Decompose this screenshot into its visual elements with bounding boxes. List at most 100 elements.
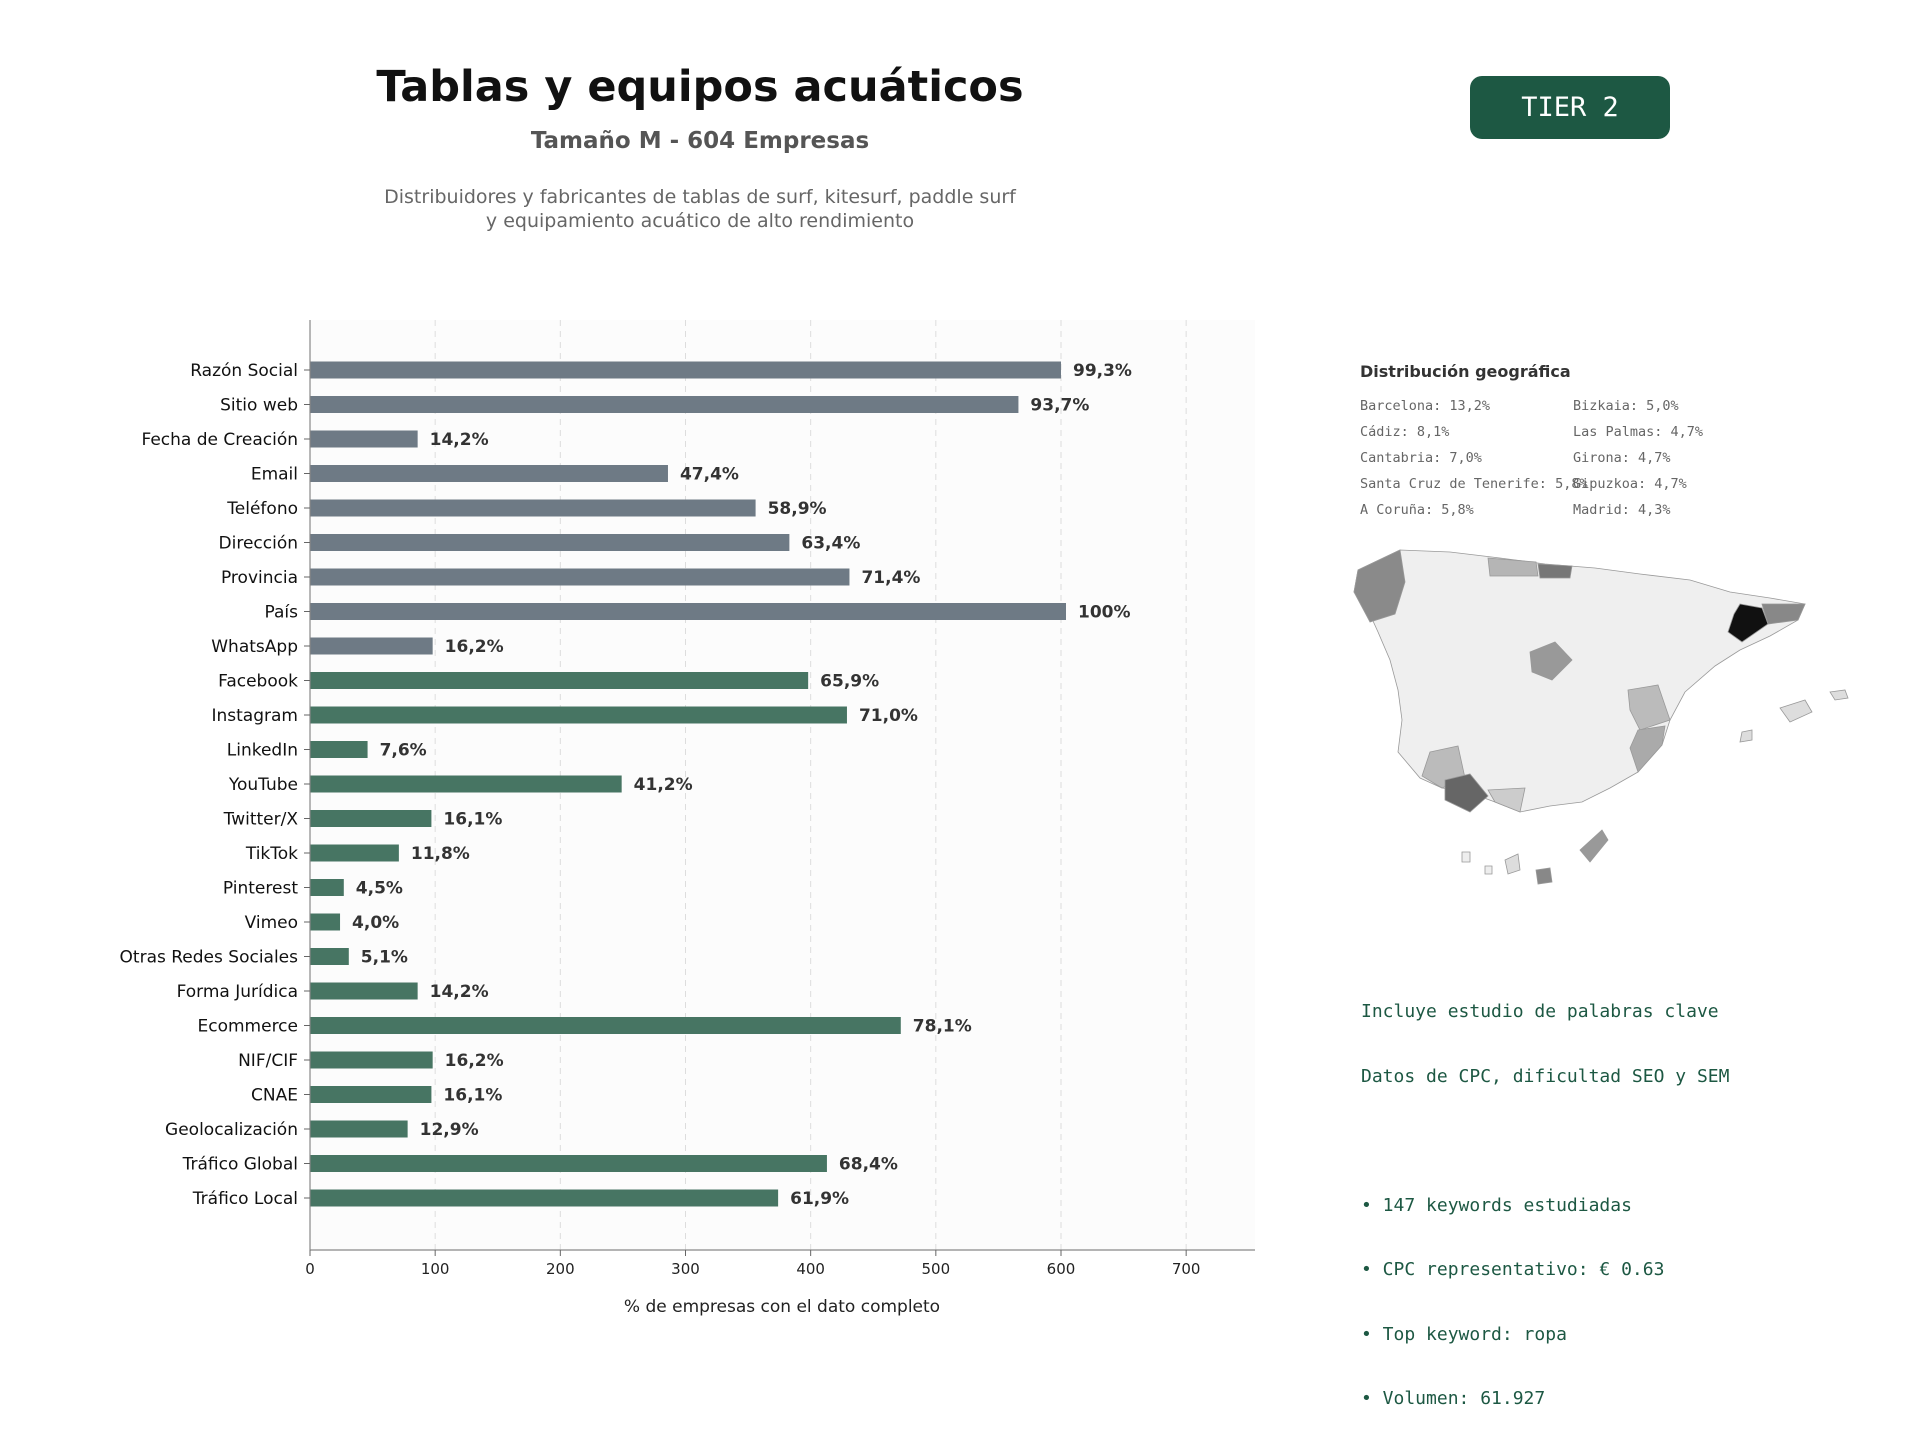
- y-tick-label: TikTok: [245, 844, 298, 864]
- keywords-line-1: Incluye estudio de palabras clave: [1361, 1001, 1719, 1022]
- page-description: Distribuidores y fabricantes de tablas d…: [300, 185, 1100, 233]
- data-label: 14,2%: [430, 430, 489, 450]
- map-malaga: [1487, 787, 1526, 813]
- bar: [310, 637, 433, 655]
- map-cantabria: [1487, 557, 1539, 577]
- bar: [310, 568, 850, 586]
- geo-item: Gipuzkoa: 4,7%: [1573, 476, 1687, 492]
- bar: [310, 672, 809, 689]
- map-valencia: [1627, 684, 1671, 731]
- data-label: 47,4%: [680, 465, 739, 485]
- data-label: 4,0%: [352, 913, 399, 933]
- bar: [310, 913, 341, 931]
- geo-item: Madrid: 4,3%: [1573, 502, 1671, 518]
- y-tick-label: CNAE: [251, 1086, 298, 1106]
- map-balearic-2: [1829, 689, 1849, 701]
- tier-badge: TIER 2: [1470, 76, 1670, 139]
- map-balearic-3: [1739, 729, 1753, 743]
- geo-item: Girona: 4,7%: [1573, 450, 1671, 466]
- y-tick-label: Facebook: [218, 672, 298, 692]
- y-tick-label: Pinterest: [223, 879, 298, 899]
- data-label: 16,2%: [445, 1051, 504, 1071]
- geo-title: Distribución geográfica: [1360, 362, 1571, 381]
- map-canary-1: [1461, 851, 1471, 863]
- data-label: 41,2%: [634, 775, 693, 795]
- bar: [310, 879, 344, 896]
- geo-item: Cantabria: 7,0%: [1360, 450, 1482, 466]
- map-canary-3: [1504, 853, 1521, 875]
- bar: [310, 844, 399, 862]
- bar: [310, 361, 1061, 379]
- map-galicia: [1353, 549, 1406, 623]
- keywords-bullet-2: • CPC representativo: € 0.63: [1361, 1259, 1665, 1280]
- bar: [310, 810, 432, 827]
- bar: [310, 1120, 408, 1138]
- y-tick-label: Twitter/X: [223, 810, 299, 830]
- y-tick-label: YouTube: [228, 775, 298, 795]
- map-barcelona: [1727, 603, 1769, 643]
- data-label: 71,4%: [861, 568, 920, 588]
- geo-item: Las Palmas: 4,7%: [1573, 424, 1704, 440]
- x-tick-label: 600: [1047, 1260, 1076, 1278]
- x-tick-label: 200: [546, 1260, 575, 1278]
- axes: 0 100 200 300 400 500 600 700 Razón Social Sitio …: [120, 320, 1255, 1278]
- data-label: 99,3%: [1073, 361, 1132, 381]
- x-tick-label: 100: [421, 1260, 450, 1278]
- bar: [310, 1155, 827, 1172]
- y-tick-label: País: [265, 603, 299, 623]
- x-tick-label: 500: [922, 1260, 951, 1278]
- description-line-2: y equipamiento acuático de alto rendimie…: [485, 210, 915, 232]
- y-tick-label: Instagram: [212, 706, 299, 726]
- bar: [310, 775, 622, 793]
- bar: [310, 465, 668, 482]
- bar: [310, 430, 418, 448]
- y-tick-label: Razón Social: [190, 361, 298, 381]
- data-label: 63,4%: [801, 534, 860, 554]
- map-girona: [1761, 603, 1806, 625]
- x-tick-label: 700: [1172, 1260, 1201, 1278]
- map-balearic-1: [1779, 699, 1813, 723]
- keywords-bullet-4: • Volumen: 61.927: [1361, 1388, 1546, 1409]
- page-subtitle: Tamaño M - 604 Empresas: [530, 128, 870, 154]
- data-label: 5,1%: [361, 948, 408, 968]
- y-tick-label: Email: [251, 465, 298, 485]
- y-tick-label: Ecommerce: [198, 1017, 299, 1037]
- map-bizkaia: [1537, 563, 1573, 579]
- x-tick-label: 400: [796, 1260, 825, 1278]
- data-label: 11,8%: [411, 844, 470, 864]
- map-madrid: [1529, 641, 1573, 681]
- y-tick-label: Teléfono: [226, 499, 298, 519]
- data-label: 65,9%: [820, 672, 879, 692]
- bar: [310, 396, 1019, 413]
- geo-item: Cádiz: 8,1%: [1360, 424, 1450, 440]
- bar-chart: 99,3% 93,7% 14,2% 47,4% 58,9% 63,4%71,4% 100% 1…: [120, 320, 1255, 1317]
- bar: [310, 741, 368, 758]
- bar: [310, 1017, 901, 1034]
- data-label: 16,2%: [445, 637, 504, 657]
- geo-item: Bizkaia: 5,0%: [1573, 398, 1679, 414]
- y-tick-label: Otras Redes Sociales: [120, 948, 299, 968]
- data-label: 100%: [1078, 603, 1131, 623]
- bar: [310, 499, 756, 517]
- data-label: 93,7%: [1030, 396, 1089, 416]
- x-tick-label: 300: [671, 1260, 700, 1278]
- y-tick-label: Vimeo: [245, 913, 298, 933]
- bar: [310, 948, 349, 965]
- data-label: 68,4%: [839, 1155, 898, 1175]
- geo-item: Santa Cruz de Tenerife: 5,8%: [1360, 476, 1588, 492]
- map-canary-5: [1579, 829, 1609, 863]
- y-tick-label: NIF/CIF: [238, 1051, 298, 1071]
- map-canary-4: [1535, 867, 1553, 885]
- data-label: 4,5%: [356, 879, 403, 899]
- y-tick-label: WhatsApp: [211, 637, 298, 657]
- data-label: 58,9%: [768, 499, 827, 519]
- y-tick-label: Geolocalización: [165, 1120, 298, 1140]
- spain-map: [1353, 549, 1849, 885]
- y-tick-label: Sitio web: [220, 396, 298, 416]
- map-canary-2: [1484, 865, 1493, 875]
- keywords-line-2: Datos de CPC, dificultad SEO y SEM: [1361, 1065, 1730, 1087]
- bar: [310, 706, 847, 724]
- bar: [310, 534, 790, 551]
- geo-item: Barcelona: 13,2%: [1360, 398, 1491, 414]
- x-tick-label: 0: [305, 1260, 315, 1278]
